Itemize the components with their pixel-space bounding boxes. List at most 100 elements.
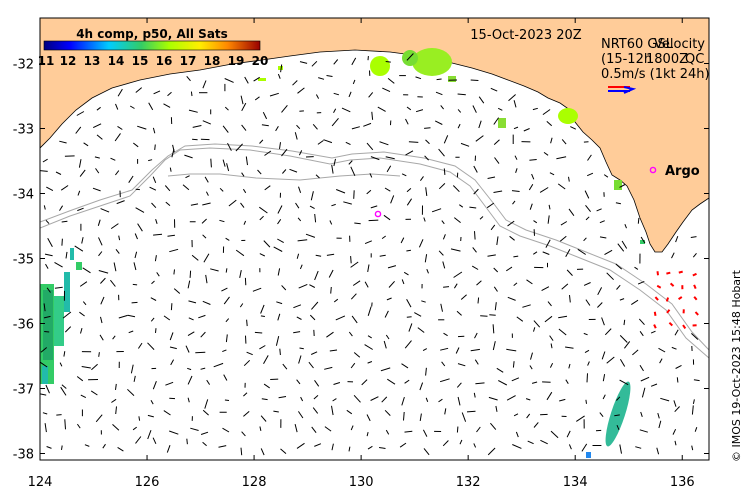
current-arrow <box>152 437 157 445</box>
current-arrow <box>513 126 519 130</box>
current-arrow <box>331 203 336 207</box>
current-arrow <box>96 106 101 111</box>
current-arrow <box>350 166 356 177</box>
current-arrow <box>312 407 319 414</box>
current-arrow <box>615 202 621 205</box>
current-arrow <box>441 220 445 225</box>
current-arrow <box>227 142 232 151</box>
current-arrow <box>348 331 353 337</box>
current-arrow <box>671 252 675 259</box>
current-arrow <box>384 409 391 416</box>
current-arrow <box>225 318 230 323</box>
current-arrow <box>566 269 573 276</box>
current-arrow <box>431 208 442 213</box>
current-arrow <box>309 314 316 321</box>
current-arrow <box>331 443 334 451</box>
current-arrow <box>637 217 640 224</box>
current-arrow <box>263 383 270 389</box>
current-arrow <box>516 316 524 322</box>
current-arrow <box>490 87 498 92</box>
current-arrow <box>438 250 444 256</box>
current-arrow <box>674 329 679 336</box>
current-arrow <box>513 282 518 286</box>
current-arrow <box>43 205 46 210</box>
current-arrow <box>692 252 697 258</box>
current-arrow <box>276 301 283 305</box>
current-arrow <box>456 382 462 388</box>
current-arrow <box>469 206 477 209</box>
current-arrow <box>401 363 409 369</box>
y-tick-label: -34 <box>13 188 34 203</box>
current-arrow <box>261 124 269 127</box>
current-arrow <box>368 219 379 222</box>
current-arrow <box>222 427 230 433</box>
current-arrow <box>379 254 386 257</box>
current-arrow <box>672 428 677 435</box>
current-arrow <box>406 198 413 206</box>
current-arrow <box>294 423 298 433</box>
current-arrow <box>275 126 279 132</box>
current-arrow <box>366 414 371 422</box>
current-arrow <box>299 347 304 350</box>
current-arrow <box>239 269 242 279</box>
current-arrow <box>606 272 614 281</box>
current-arrow <box>309 205 315 210</box>
current-arrow <box>190 91 193 97</box>
current-arrow <box>97 219 101 226</box>
current-arrow <box>133 262 137 271</box>
current-arrow <box>621 240 628 249</box>
current-arrow <box>134 233 138 240</box>
current-arrow <box>277 219 282 225</box>
current-arrow <box>371 111 374 120</box>
current-arrow <box>45 219 50 224</box>
current-arrow <box>167 91 172 97</box>
current-arrow <box>474 231 476 240</box>
current-arrow <box>691 333 699 340</box>
current-arrow <box>385 429 390 435</box>
current-arrow <box>513 100 517 108</box>
current-arrow <box>576 415 585 422</box>
colorbar-tick-label: 18 <box>204 54 221 68</box>
current-arrow <box>351 126 360 130</box>
current-arrow <box>185 175 190 179</box>
current-arrow <box>281 285 287 291</box>
current-arrow <box>477 297 480 304</box>
current-arrow <box>490 422 497 430</box>
current-arrow <box>557 183 566 190</box>
current-arrow <box>135 207 145 213</box>
colorbar-tick-label: 12 <box>60 54 77 68</box>
current-arrow <box>100 316 103 324</box>
current-arrow <box>166 445 171 453</box>
current-arrow <box>188 300 197 304</box>
current-arrow <box>116 200 125 205</box>
current-arrow <box>293 304 302 309</box>
current-arrow <box>568 444 572 450</box>
current-arrow <box>443 168 446 175</box>
current-arrow <box>44 423 47 433</box>
current-arrow <box>387 78 395 84</box>
current-arrow <box>470 79 479 81</box>
current-arrow <box>173 288 181 294</box>
current-arrow <box>60 185 69 191</box>
current-arrow <box>329 349 338 352</box>
velocity-legend-text: 0.5m/s (1kt 24h) <box>601 67 710 82</box>
current-arrow <box>100 208 110 213</box>
current-arrow <box>77 190 81 196</box>
current-arrow <box>297 87 305 94</box>
current-arrow <box>224 106 229 111</box>
current-arrow <box>544 315 553 323</box>
current-arrow <box>406 188 412 193</box>
current-arrow <box>170 359 175 366</box>
current-arrow <box>245 156 248 166</box>
current-arrow <box>224 78 234 83</box>
current-arrow <box>624 341 631 349</box>
current-arrow <box>260 315 265 317</box>
current-arrow <box>61 384 67 389</box>
current-arrow <box>333 59 339 65</box>
current-arrow <box>565 379 569 384</box>
current-arrow <box>425 367 427 376</box>
current-arrow <box>423 448 430 456</box>
current-arrow <box>115 383 117 390</box>
current-arrow <box>401 396 405 406</box>
